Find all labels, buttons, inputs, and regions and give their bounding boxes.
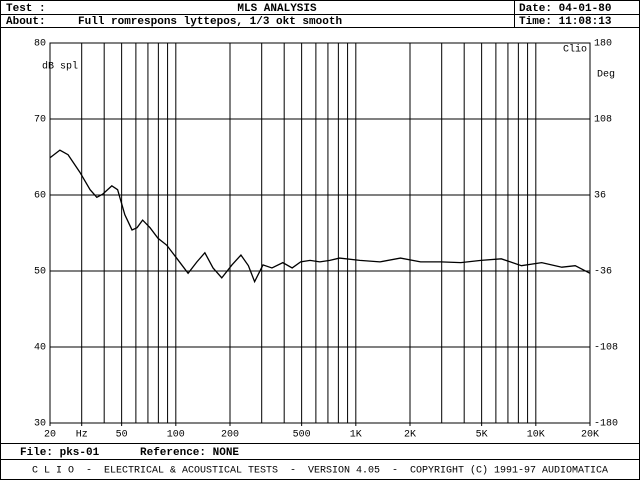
- y-tick-label: 70: [34, 115, 46, 126]
- x-tick-label: 50: [116, 430, 128, 441]
- y2-tick-label: 36: [594, 191, 606, 202]
- y2-tick-label: 108: [594, 115, 612, 126]
- x-tick-label: 5K: [476, 430, 488, 441]
- y-tick-label: 30: [34, 419, 46, 430]
- x-tick-label: 100: [167, 430, 185, 441]
- about-label: About:: [6, 16, 46, 28]
- about: Full romrespons lyttepos, 1/3 okt smooth: [78, 16, 342, 28]
- y-tick-label: 40: [34, 343, 46, 354]
- plot-frame: [49, 42, 591, 424]
- x-tick-label: 20: [44, 430, 56, 441]
- title: MLS ANALYSIS: [237, 3, 317, 15]
- y2-tick-label: -108: [594, 343, 618, 354]
- time: Time: 11:08:13: [519, 16, 612, 28]
- x-tick-label: 20K: [581, 430, 599, 441]
- y2-tick-label: 180: [594, 39, 612, 50]
- y2-axis-label: Deg: [597, 70, 615, 81]
- x-tick-label: 10K: [527, 430, 545, 441]
- x-tick-label: 2K: [404, 430, 416, 441]
- x-tick-label: 500: [293, 430, 311, 441]
- y2-tick-label: -36: [594, 267, 612, 278]
- file: File: pks-01: [20, 447, 100, 459]
- reference: Reference: NONE: [140, 447, 239, 459]
- y2-tick-label: -180: [594, 419, 618, 430]
- badge: Clio: [563, 44, 587, 56]
- date: Date: 04-01-80: [519, 3, 611, 15]
- x-tick-label: Hz: [76, 430, 88, 441]
- test-label: Test :: [6, 3, 46, 15]
- banner: C L I O - ELECTRICAL & ACOUSTICAL TESTS …: [32, 465, 608, 477]
- y-axis-label: dB spl: [42, 61, 78, 73]
- y-tick-label: 60: [34, 191, 46, 202]
- y-tick-label: 80: [34, 39, 46, 50]
- x-tick-label: 1K: [350, 430, 362, 441]
- y-tick-label: 50: [34, 267, 46, 278]
- response-curve: [49, 149, 591, 284]
- x-tick-label: 200: [221, 430, 239, 441]
